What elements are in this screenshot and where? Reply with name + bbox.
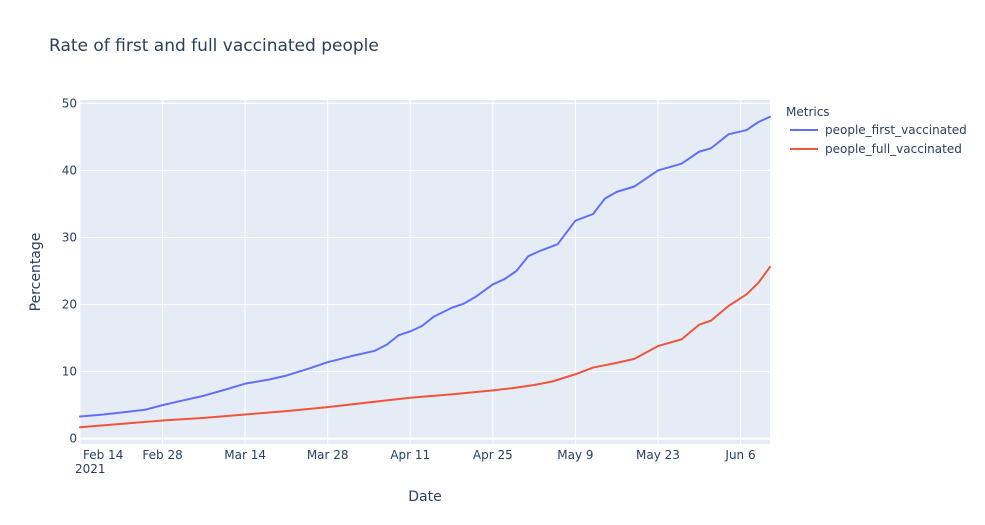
x-tick-label: Mar 28 — [307, 448, 349, 462]
x-tick-label: Apr 11 — [390, 448, 430, 462]
series-lines — [79, 115, 771, 429]
y-tick-label: 30 — [62, 230, 77, 244]
x-axis-title: Date — [408, 489, 441, 505]
y-axis-title: Percentage — [28, 233, 44, 312]
x-tick-label: May 23 — [636, 448, 680, 462]
y-tick-label: 20 — [62, 298, 77, 312]
x-tick-label: Feb 14 — [83, 448, 123, 462]
y-tick-label: 0 — [69, 432, 77, 446]
series-line-people-first-vaccinated[interactable] — [79, 115, 771, 418]
legend-item-people-full-vaccinated[interactable]: people_full_vaccinated — [790, 142, 962, 156]
x-tick-label: Mar 14 — [224, 448, 266, 462]
legend-label: people_first_vaccinated — [825, 123, 967, 137]
legend-item-people-first-vaccinated[interactable]: people_first_vaccinated — [790, 123, 967, 137]
y-tick-label: 50 — [62, 96, 77, 110]
legend-label: people_full_vaccinated — [825, 142, 962, 156]
x-tick-label: Apr 25 — [473, 448, 513, 462]
x-tick-label: Jun 6 — [724, 448, 755, 462]
x-gridlines — [79, 100, 742, 444]
x-tick-label: Feb 28 — [142, 448, 182, 462]
y-axis-ticks: 0 10 20 30 40 50 — [62, 96, 77, 445]
legend-title: Metrics — [786, 105, 830, 119]
y-tick-label: 40 — [62, 163, 77, 177]
legend[interactable]: Metrics people_first_vaccinated people_fu… — [786, 105, 967, 156]
x-tick-label: May 9 — [557, 448, 593, 462]
chart-title: Rate of first and full vaccinated people — [49, 36, 379, 56]
y-tick-label: 10 — [62, 365, 77, 379]
x-tick-year-label: 2021 — [75, 462, 106, 476]
series-line-people-full-vaccinated[interactable] — [79, 265, 771, 429]
plot-area — [80, 100, 770, 444]
y-gridlines — [80, 102, 770, 440]
